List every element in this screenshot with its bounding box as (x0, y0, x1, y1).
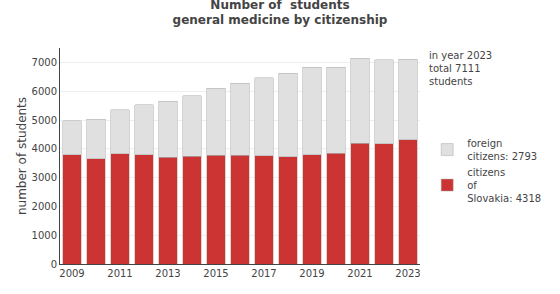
svg-text:1000: 1000 (32, 230, 57, 241)
svg-text:2017: 2017 (251, 268, 276, 279)
svg-text:2019: 2019 (299, 268, 324, 279)
svg-text:2021: 2021 (347, 268, 372, 279)
svg-text:3000: 3000 (32, 172, 57, 183)
svg-text:2011: 2011 (107, 268, 132, 279)
svg-text:2015: 2015 (203, 268, 228, 279)
svg-text:citizensofSlovakia: 4318: citizensofSlovakia: 4318 (467, 167, 541, 204)
svg-text:Number of studentsgeneral med: Number of studentsgeneral medicine by ci… (173, 0, 388, 27)
svg-text:2013: 2013 (155, 268, 180, 279)
svg-text:2009: 2009 (59, 268, 84, 279)
svg-text:6000: 6000 (32, 86, 57, 97)
svg-text:7000: 7000 (32, 57, 57, 68)
svg-text:2000: 2000 (32, 201, 57, 212)
svg-text:0: 0 (51, 259, 57, 270)
svg-text:5000: 5000 (32, 115, 57, 126)
svg-text:in year 2023total 7111students: in year 2023total 7111students (429, 50, 492, 87)
svg-text:number of students: number of students (15, 97, 29, 215)
svg-text:foreigncitizens: 2793: foreigncitizens: 2793 (467, 138, 537, 162)
svg-text:2023: 2023 (395, 268, 420, 279)
svg-text:4000: 4000 (32, 143, 57, 154)
